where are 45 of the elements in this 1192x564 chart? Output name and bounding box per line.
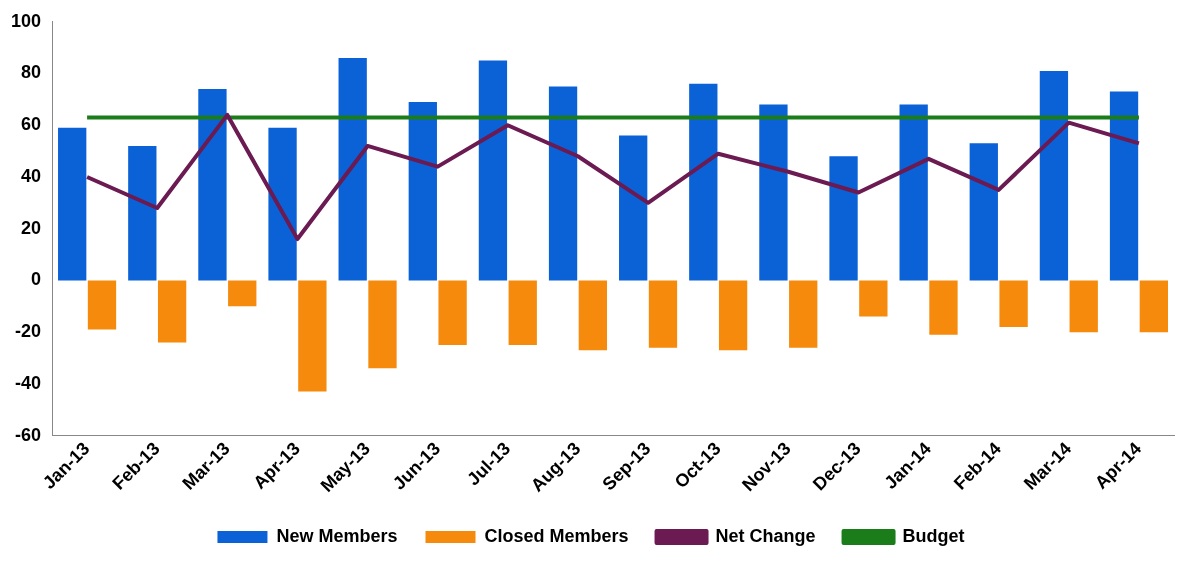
bar: [969, 143, 998, 281]
y-tick-label: 60: [21, 114, 42, 135]
legend-label: Budget: [902, 525, 965, 546]
bar: [408, 101, 437, 281]
bar: [438, 280, 467, 346]
bar: [228, 280, 257, 307]
bar: [1069, 280, 1098, 333]
legend-label: Closed Members: [484, 525, 629, 546]
bar: [929, 280, 958, 335]
bar: [548, 86, 578, 281]
bar: [759, 104, 788, 281]
y-tick-label: 20: [21, 217, 42, 238]
bar: [578, 280, 608, 351]
bar: [1109, 91, 1139, 281]
bar: [689, 83, 718, 281]
y-tick-label: 40: [21, 165, 42, 186]
bar: [268, 127, 297, 281]
y-tick-label: 100: [10, 10, 42, 31]
y-tick-label: 80: [21, 62, 42, 83]
bar: [829, 156, 858, 281]
bar: [1039, 70, 1069, 281]
bar: [508, 280, 537, 346]
bar: [648, 280, 678, 348]
legend-label: Net Change: [715, 525, 816, 546]
bar: [157, 280, 187, 343]
bar: [368, 280, 397, 369]
y-tick-label: -60: [15, 424, 42, 445]
bar: [859, 280, 888, 317]
bar: [478, 60, 508, 281]
y-tick-label: -40: [15, 372, 42, 393]
bar: [128, 145, 157, 281]
y-tick-label: -20: [15, 321, 42, 342]
bar: [619, 135, 648, 281]
bar: [298, 280, 327, 392]
bar: [58, 127, 87, 281]
bar: [338, 58, 367, 281]
legend-label: New Members: [276, 525, 398, 546]
bar: [999, 280, 1028, 327]
bar: [899, 104, 928, 281]
bar: [198, 89, 227, 281]
bar: [1139, 280, 1168, 333]
y-tick-label: 0: [31, 269, 42, 290]
bar: [789, 280, 818, 348]
bar: [87, 280, 117, 330]
bar: [718, 280, 748, 351]
